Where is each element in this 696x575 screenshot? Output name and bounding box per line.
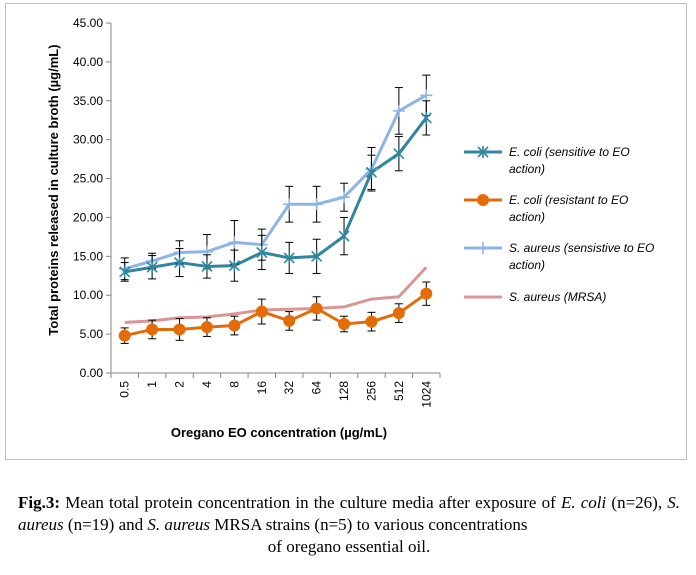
data-point bbox=[338, 318, 351, 330]
data-point bbox=[420, 111, 432, 124]
y-tick-label: 0.00 bbox=[80, 366, 104, 380]
data-point bbox=[146, 323, 159, 336]
x-tick-label: 1 bbox=[145, 381, 159, 388]
data-point bbox=[338, 230, 350, 243]
data-point bbox=[365, 315, 378, 328]
y-tick-label: 15.00 bbox=[73, 249, 103, 263]
data-point bbox=[310, 198, 323, 211]
x-tick-label: 256 bbox=[364, 381, 378, 401]
legend-label: action) bbox=[509, 210, 545, 224]
series-line bbox=[124, 292, 428, 338]
y-tick-label: 40.00 bbox=[73, 55, 103, 69]
y-tick-label: 20.00 bbox=[73, 210, 103, 224]
y-tick-label: 45.00 bbox=[73, 16, 103, 30]
x-tick-label: 512 bbox=[392, 381, 406, 401]
data-point bbox=[146, 261, 158, 274]
tick-labels: 0.005.0010.0015.0020.0025.0030.0035.0040… bbox=[73, 16, 433, 408]
y-tick-label: 5.00 bbox=[80, 327, 104, 341]
legend-marker bbox=[477, 242, 489, 254]
data-point bbox=[228, 319, 241, 332]
series-lines bbox=[118, 74, 433, 344]
series-2-points bbox=[118, 281, 433, 344]
data-point bbox=[118, 329, 131, 342]
axes bbox=[106, 22, 441, 378]
legend-marker bbox=[477, 146, 489, 158]
legend-item-1: E. coli (sensitive to EO action) bbox=[464, 145, 630, 176]
line-chart: 0.005.0010.0015.0020.0025.0030.0035.0040… bbox=[46, 16, 654, 440]
data-point bbox=[119, 265, 131, 278]
series-line bbox=[124, 94, 428, 271]
chart-frame bbox=[5, 3, 687, 460]
caption-species-saureus: S. aureus bbox=[18, 493, 680, 534]
series-line bbox=[124, 266, 428, 324]
caption-last-line: of oregano essential oil. bbox=[267, 537, 431, 556]
caption-species-saureus: S. aureus bbox=[147, 515, 211, 534]
y-tick-label: 25.00 bbox=[73, 172, 103, 186]
data-point bbox=[283, 314, 296, 327]
legend-item-3: S. aureus (sensistive to EO action) bbox=[464, 241, 654, 272]
series-4 bbox=[124, 266, 428, 324]
data-point bbox=[393, 147, 405, 160]
x-axis-label: Oregano EO concentration (µg/mL) bbox=[171, 425, 387, 440]
y-tick-label: 10.00 bbox=[73, 288, 103, 302]
legend-label: S. aureus (MRSA) bbox=[509, 290, 606, 304]
caption-species-ecoli: E. coli bbox=[560, 493, 607, 512]
caption-text: (n=26), bbox=[611, 493, 668, 512]
data-point bbox=[173, 256, 186, 269]
data-point bbox=[228, 259, 240, 272]
data-point bbox=[310, 302, 323, 315]
data-point bbox=[283, 198, 296, 211]
data-point bbox=[200, 321, 213, 334]
caption-text: MRSA strains (n=5) to various concentrat… bbox=[210, 515, 528, 534]
legend-item-2: E. coli (resistant to EO action) bbox=[464, 193, 628, 224]
legend-label: E. coli (resistant to EO bbox=[509, 193, 628, 207]
x-tick-label: 16 bbox=[255, 381, 269, 395]
data-point bbox=[365, 166, 378, 179]
y-tick-label: 35.00 bbox=[73, 94, 103, 108]
legend-label: action) bbox=[509, 162, 545, 176]
data-point bbox=[392, 307, 405, 320]
caption-text: (n=19) and bbox=[63, 515, 148, 534]
data-point bbox=[392, 104, 405, 117]
legend-label: S. aureus (sensistive to EO bbox=[509, 241, 654, 255]
x-tick-label: 8 bbox=[227, 381, 241, 388]
series-3 bbox=[124, 94, 428, 271]
data-point bbox=[338, 191, 351, 204]
legend-label: E. coli (sensitive to EO bbox=[509, 145, 630, 159]
legend-item-4: S. aureus (MRSA) bbox=[464, 290, 606, 304]
data-point bbox=[311, 250, 323, 263]
figure-caption: Fig.3: Mean total protein concentration … bbox=[18, 492, 680, 558]
x-tick-label: 32 bbox=[282, 381, 296, 395]
series-line bbox=[124, 116, 428, 274]
y-tick-label: 30.00 bbox=[73, 133, 103, 147]
data-point bbox=[255, 305, 268, 318]
y-axis-label: Total proteins released in culture broth… bbox=[46, 44, 61, 335]
x-tick-label: 64 bbox=[310, 381, 324, 395]
data-point bbox=[283, 251, 295, 264]
x-tick-label: 0.5 bbox=[118, 381, 132, 398]
data-point bbox=[420, 287, 433, 300]
series-1 bbox=[124, 116, 428, 274]
x-tick-label: 2 bbox=[173, 381, 187, 388]
series-1-points bbox=[119, 100, 432, 282]
caption-text: Mean total protein concentration in the … bbox=[60, 493, 561, 512]
legend-label: action) bbox=[509, 258, 545, 272]
x-tick-label: 4 bbox=[200, 381, 214, 388]
series-2 bbox=[124, 292, 428, 338]
x-tick-label: 128 bbox=[337, 381, 351, 401]
x-tick-label: 1024 bbox=[419, 381, 433, 408]
figure-label: Fig.3: bbox=[18, 493, 61, 512]
series-3-points bbox=[118, 74, 433, 281]
data-point bbox=[256, 246, 268, 259]
data-point bbox=[228, 236, 241, 249]
data-point bbox=[201, 260, 213, 273]
data-point bbox=[420, 89, 433, 102]
legend-marker bbox=[477, 194, 489, 206]
data-point bbox=[173, 323, 186, 336]
